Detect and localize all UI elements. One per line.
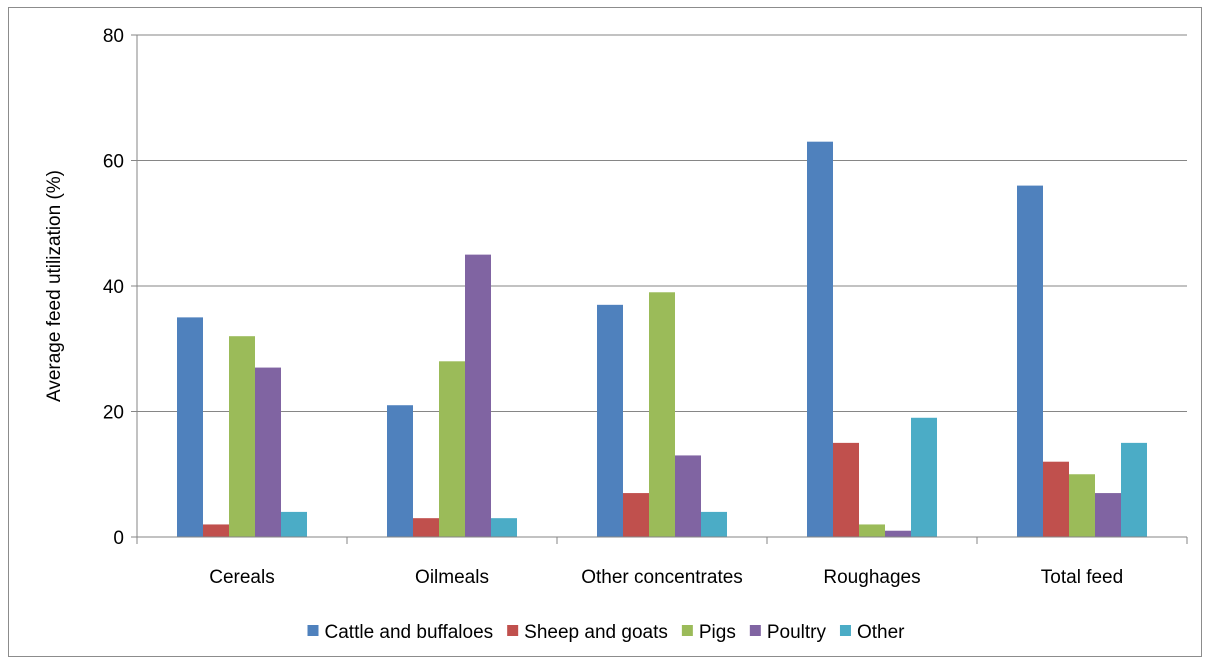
legend-swatch xyxy=(307,625,319,636)
y-tick-label: 80 xyxy=(103,26,124,47)
bar-other-2 xyxy=(701,511,727,537)
bar-poultry-0 xyxy=(255,367,281,537)
legend-item: Pigs xyxy=(681,622,736,643)
legend-item: Sheep and goats xyxy=(507,622,668,643)
bar-poultry-2 xyxy=(675,455,701,537)
bar-other-3 xyxy=(911,417,937,537)
bar-poultry-4 xyxy=(1095,493,1121,537)
legend-label: Pigs xyxy=(699,622,736,643)
legend-label: Poultry xyxy=(767,622,827,643)
x-tick-label: Oilmeals xyxy=(415,567,489,588)
legend-swatch xyxy=(839,625,851,636)
legend-swatch xyxy=(681,625,693,636)
bar-pigs-4 xyxy=(1069,474,1095,537)
y-ticks: 0 20 40 60 80 xyxy=(103,26,137,549)
bar-other-0 xyxy=(281,511,307,537)
legend-item: Cattle and buffaloes xyxy=(307,622,494,643)
bar-cattle-and-buffaloes-0 xyxy=(177,317,203,537)
bar-sheep-and-goats-4 xyxy=(1043,461,1069,537)
bar-pigs-1 xyxy=(439,361,465,537)
legend-label: Other xyxy=(857,622,905,643)
y-tick-label: 0 xyxy=(113,528,124,549)
bar-cattle-and-buffaloes-4 xyxy=(1017,185,1043,537)
bar-other-1 xyxy=(491,518,517,537)
y-tick-label: 20 xyxy=(103,403,124,424)
bar-sheep-and-goats-0 xyxy=(203,524,229,537)
legend-item: Other xyxy=(839,622,905,643)
x-ticks: Cereals Oilmeals Other concentrates Roughag… xyxy=(136,537,1188,588)
x-tick-label: Cereals xyxy=(209,567,274,588)
legend-swatch xyxy=(749,625,761,636)
bar-cattle-and-buffaloes-3 xyxy=(807,141,833,538)
legend-swatch xyxy=(507,625,519,636)
bar-other-4 xyxy=(1121,442,1147,537)
bar-sheep-and-goats-1 xyxy=(413,518,439,537)
bar-sheep-and-goats-3 xyxy=(833,442,859,537)
legend-label: Sheep and goats xyxy=(524,622,668,643)
bar-cattle-and-buffaloes-2 xyxy=(597,304,623,537)
y-tick-label: 60 xyxy=(103,152,124,173)
bar-cattle-and-buffaloes-1 xyxy=(387,405,413,537)
bar-sheep-and-goats-2 xyxy=(623,493,649,537)
x-tick-label: Total feed xyxy=(1041,567,1123,588)
legend: Cattle and buffaloes Sheep and goats Pigs P… xyxy=(307,622,905,643)
bar-pigs-2 xyxy=(649,292,675,537)
bar-pigs-0 xyxy=(229,336,255,537)
bar-poultry-3 xyxy=(885,530,911,537)
x-tick-label: Other concentrates xyxy=(581,567,743,588)
bar-pigs-3 xyxy=(859,524,885,537)
bar-poultry-1 xyxy=(465,254,491,537)
y-axis-title: Average feed utilization (%) xyxy=(44,170,65,402)
y-tick-label: 40 xyxy=(103,277,124,298)
legend-item: Poultry xyxy=(749,622,827,643)
legend-label: Cattle and buffaloes xyxy=(325,622,494,643)
x-tick-label: Roughages xyxy=(823,567,920,588)
bars xyxy=(177,141,1147,538)
